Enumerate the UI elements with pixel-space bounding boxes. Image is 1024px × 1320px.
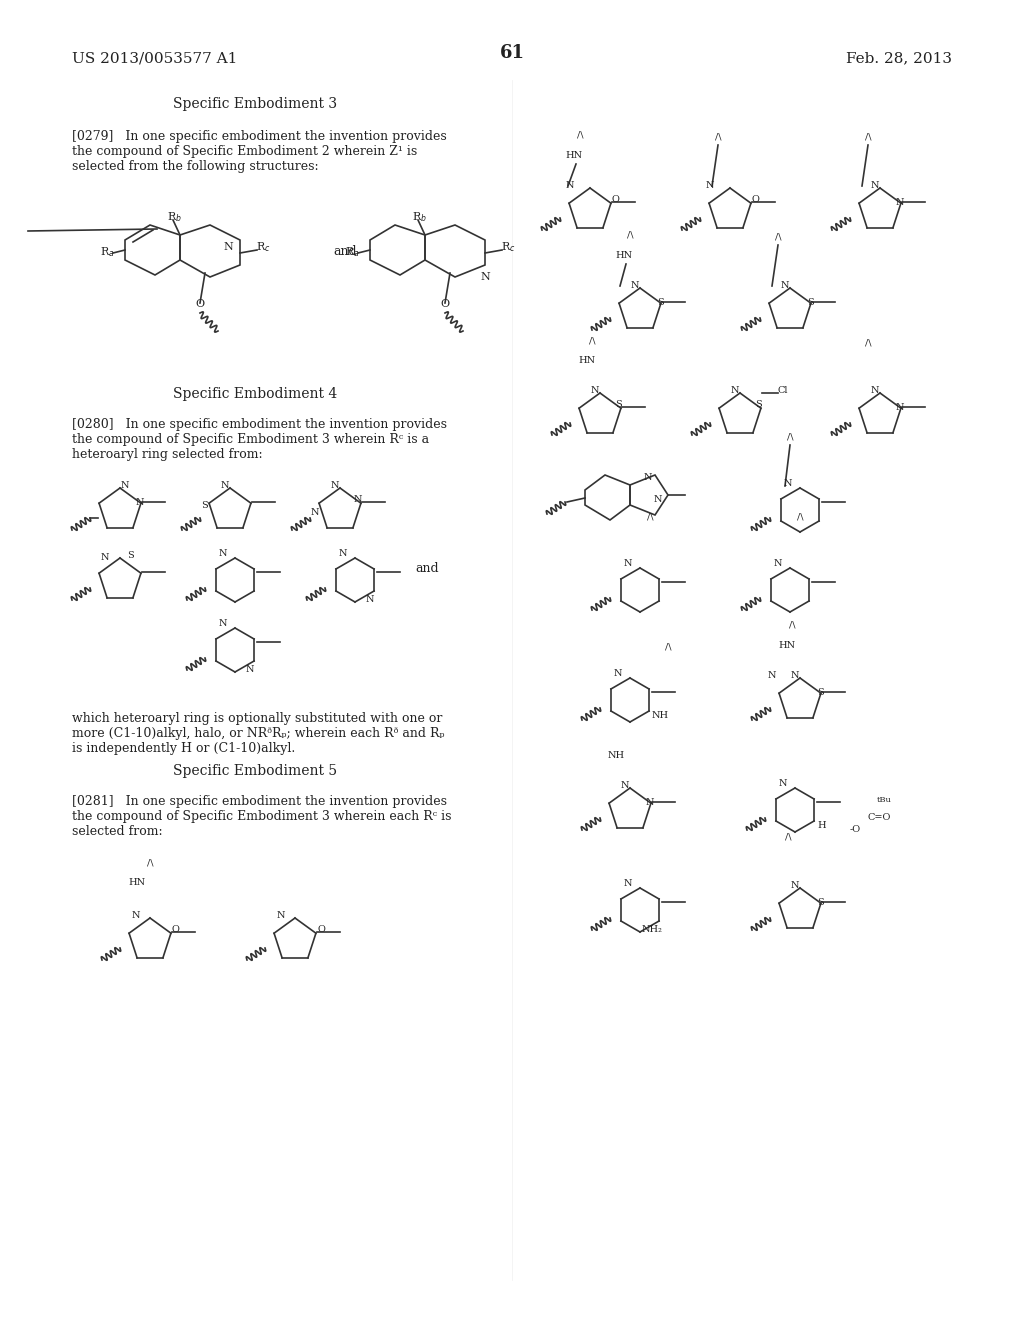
Text: which heteroaryl ring is optionally substituted with one or
more (C1-10)alkyl, h: which heteroaryl ring is optionally subs… bbox=[72, 711, 444, 755]
Text: N: N bbox=[624, 879, 632, 888]
Text: N: N bbox=[353, 495, 362, 504]
Text: N: N bbox=[644, 473, 652, 482]
Text: N: N bbox=[366, 595, 374, 605]
Text: /\: /\ bbox=[784, 833, 792, 842]
Text: S: S bbox=[755, 400, 762, 409]
Text: N: N bbox=[219, 549, 227, 558]
Text: 61: 61 bbox=[500, 44, 524, 62]
Text: N: N bbox=[246, 665, 254, 675]
Text: /\: /\ bbox=[146, 858, 154, 867]
Text: [0281]   In one specific embodiment the invention provides
the compound of Speci: [0281] In one specific embodiment the in… bbox=[72, 795, 452, 838]
Text: /\: /\ bbox=[715, 133, 721, 143]
Text: R$_c$: R$_c$ bbox=[501, 240, 515, 253]
Text: /\: /\ bbox=[786, 433, 794, 442]
Text: S: S bbox=[614, 400, 622, 409]
Text: /\: /\ bbox=[665, 643, 672, 652]
Text: N: N bbox=[278, 911, 286, 920]
Text: C=O: C=O bbox=[867, 813, 891, 822]
Text: and: and bbox=[415, 562, 439, 576]
Text: and: and bbox=[333, 246, 356, 257]
Text: Cl: Cl bbox=[778, 385, 788, 395]
Text: -O: -O bbox=[850, 825, 861, 834]
Text: R$_a$: R$_a$ bbox=[99, 246, 115, 259]
Text: N: N bbox=[646, 799, 654, 807]
Text: O: O bbox=[172, 925, 180, 935]
Text: N: N bbox=[331, 480, 339, 490]
Text: N: N bbox=[774, 558, 782, 568]
Text: /\: /\ bbox=[864, 133, 871, 143]
Text: N: N bbox=[591, 385, 599, 395]
Text: [0279]   In one specific embodiment the invention provides
the compound of Speci: [0279] In one specific embodiment the in… bbox=[72, 129, 446, 173]
Text: S: S bbox=[807, 298, 813, 308]
Text: Specific Embodiment 3: Specific Embodiment 3 bbox=[173, 96, 337, 111]
Text: /\: /\ bbox=[589, 337, 595, 345]
Text: HN: HN bbox=[578, 356, 595, 366]
Text: tBu: tBu bbox=[877, 796, 892, 804]
Text: N: N bbox=[221, 480, 229, 490]
Text: S: S bbox=[816, 688, 823, 697]
Text: /\: /\ bbox=[627, 231, 633, 240]
Text: N: N bbox=[121, 480, 129, 490]
Text: /\: /\ bbox=[797, 513, 803, 521]
Text: /\: /\ bbox=[788, 620, 796, 630]
Text: N: N bbox=[783, 479, 793, 488]
Text: N: N bbox=[565, 181, 574, 190]
Text: S: S bbox=[202, 502, 208, 510]
Text: H: H bbox=[817, 821, 825, 830]
Text: Specific Embodiment 4: Specific Embodiment 4 bbox=[173, 387, 337, 401]
Text: /\: /\ bbox=[577, 131, 584, 140]
Text: N: N bbox=[870, 181, 880, 190]
Text: N: N bbox=[219, 619, 227, 628]
Text: N: N bbox=[339, 549, 347, 558]
Text: HN: HN bbox=[778, 642, 795, 649]
Text: N: N bbox=[624, 558, 632, 568]
Text: N: N bbox=[613, 669, 623, 678]
Text: [0280]   In one specific embodiment the invention provides
the compound of Speci: [0280] In one specific embodiment the in… bbox=[72, 418, 447, 461]
Text: O: O bbox=[196, 300, 205, 309]
Text: N: N bbox=[621, 781, 630, 789]
Text: N: N bbox=[791, 671, 800, 680]
Text: O: O bbox=[752, 195, 760, 205]
Text: HN: HN bbox=[565, 150, 582, 160]
Text: N: N bbox=[480, 272, 489, 282]
Text: NH₂: NH₂ bbox=[642, 925, 663, 935]
Text: Feb. 28, 2013: Feb. 28, 2013 bbox=[846, 51, 952, 65]
Text: N: N bbox=[223, 242, 232, 252]
Text: O: O bbox=[317, 925, 325, 935]
Text: HN: HN bbox=[615, 251, 632, 260]
Text: N: N bbox=[100, 553, 110, 562]
Text: S: S bbox=[127, 550, 133, 560]
Text: /\: /\ bbox=[864, 338, 871, 347]
Text: N: N bbox=[631, 281, 639, 290]
Text: NH: NH bbox=[652, 711, 669, 719]
Text: O: O bbox=[612, 195, 620, 205]
Text: US 2013/0053577 A1: US 2013/0053577 A1 bbox=[72, 51, 238, 65]
Text: N: N bbox=[780, 281, 790, 290]
Text: N: N bbox=[132, 911, 140, 920]
Text: /\: /\ bbox=[775, 234, 781, 242]
Text: N: N bbox=[896, 403, 904, 412]
Text: HN: HN bbox=[128, 878, 145, 887]
Text: N: N bbox=[653, 495, 663, 504]
Text: R$_a$: R$_a$ bbox=[345, 246, 359, 259]
Text: N: N bbox=[778, 779, 787, 788]
Text: /\: /\ bbox=[647, 513, 653, 521]
Text: N: N bbox=[791, 880, 800, 890]
Text: S: S bbox=[656, 298, 664, 308]
Text: N: N bbox=[706, 181, 715, 190]
Text: O: O bbox=[440, 300, 450, 309]
Text: NH: NH bbox=[608, 751, 625, 760]
Text: N: N bbox=[310, 508, 319, 517]
Text: S: S bbox=[816, 898, 823, 907]
Text: N: N bbox=[870, 385, 880, 395]
Text: N: N bbox=[768, 671, 776, 680]
Text: N: N bbox=[731, 385, 739, 395]
Text: R$_c$: R$_c$ bbox=[256, 240, 270, 253]
Text: R$_b$: R$_b$ bbox=[413, 210, 427, 224]
Text: R$_b$: R$_b$ bbox=[168, 210, 182, 224]
Text: Specific Embodiment 5: Specific Embodiment 5 bbox=[173, 764, 337, 777]
Text: N: N bbox=[136, 498, 144, 507]
Text: N: N bbox=[896, 198, 904, 207]
